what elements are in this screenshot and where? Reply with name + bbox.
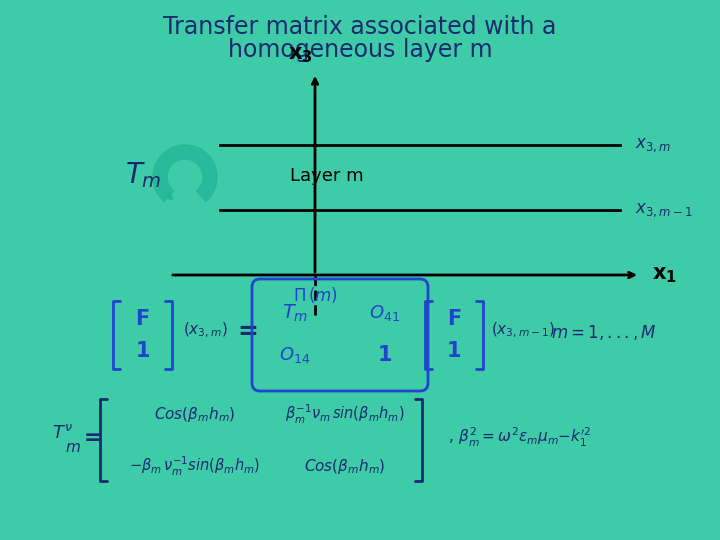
Text: $Cos(\beta_m h_m)$: $Cos(\beta_m h_m)$ xyxy=(154,404,235,423)
Text: F: F xyxy=(135,309,150,329)
Text: 1: 1 xyxy=(446,341,462,361)
Text: $-\beta_m\,\nu_m^{-1}sin(\beta_m h_m)$: $-\beta_m\,\nu_m^{-1}sin(\beta_m h_m)$ xyxy=(130,454,261,477)
Text: $Cos(\beta_m h_m)$: $Cos(\beta_m h_m)$ xyxy=(305,456,386,476)
Text: $x_{3,m-1}$: $x_{3,m-1}$ xyxy=(635,201,693,219)
Text: 1: 1 xyxy=(378,345,392,365)
Text: $\mathbf{x_1}$: $\mathbf{x_1}$ xyxy=(652,265,677,285)
Text: $x_{3,m}$: $x_{3,m}$ xyxy=(635,136,671,154)
Text: $m=1,...,M$: $m=1,...,M$ xyxy=(551,322,657,341)
Text: $O_{14}$: $O_{14}$ xyxy=(279,345,311,365)
Text: $T^\nu$: $T^\nu$ xyxy=(52,424,73,442)
Text: $O_{41}$: $O_{41}$ xyxy=(369,303,400,323)
Text: homogeneous layer m: homogeneous layer m xyxy=(228,38,492,62)
Text: 1: 1 xyxy=(135,341,150,361)
Text: $m$: $m$ xyxy=(65,440,81,455)
Text: $T_m$: $T_m$ xyxy=(125,160,161,190)
Text: $T_m$: $T_m$ xyxy=(282,302,308,323)
Text: =: = xyxy=(84,428,102,448)
Text: F: F xyxy=(447,309,461,329)
Text: $\Pi\,(m)$: $\Pi\,(m)$ xyxy=(292,285,338,305)
Text: $\beta_m^{-1}\nu_m\,sin(\beta_m h_m)$: $\beta_m^{-1}\nu_m\,sin(\beta_m h_m)$ xyxy=(285,402,405,426)
Polygon shape xyxy=(153,145,217,201)
Text: =: = xyxy=(238,320,258,344)
Text: $(x_{3,m-1})$: $(x_{3,m-1})$ xyxy=(491,320,555,340)
Text: Transfer matrix associated with a: Transfer matrix associated with a xyxy=(163,15,557,39)
Text: $(x_{3,m})$: $(x_{3,m})$ xyxy=(183,320,228,340)
Text: $\mathbf{x_3}$: $\mathbf{x_3}$ xyxy=(288,45,312,65)
Text: Layer m: Layer m xyxy=(290,167,364,185)
Text: $,\,\beta_m^2{=}\omega^2\varepsilon_m\mu_m{-}k_1^{\prime 2}$: $,\,\beta_m^2{=}\omega^2\varepsilon_m\mu… xyxy=(449,426,592,449)
